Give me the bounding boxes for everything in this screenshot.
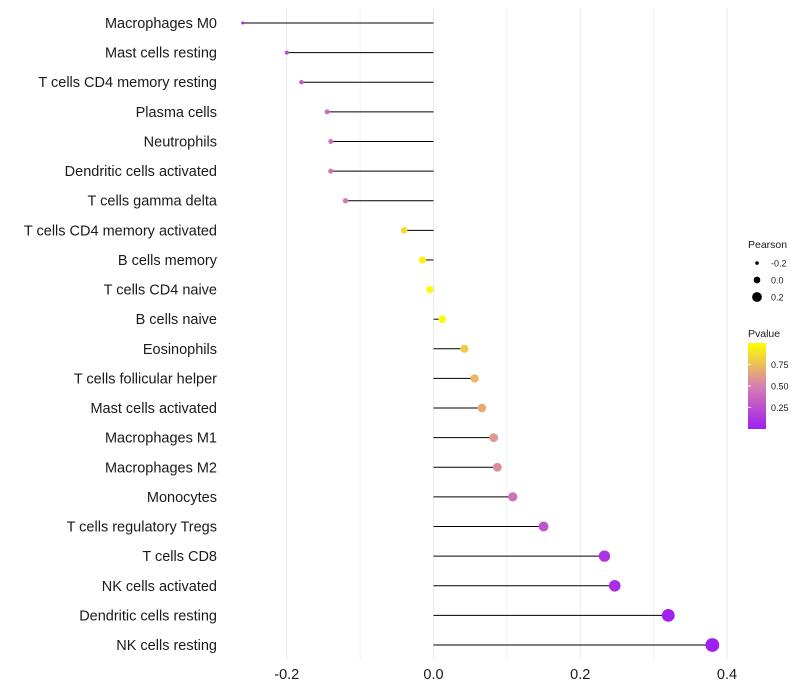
data-point	[460, 344, 469, 353]
legend-color-label: 0.50	[771, 382, 789, 392]
data-point	[324, 109, 330, 115]
category-label: Macrophages M2	[105, 460, 217, 476]
category-label: Neutrophils	[144, 134, 217, 150]
data-point	[284, 50, 289, 55]
category-label: T cells follicular helper	[74, 371, 217, 387]
legend-color-label: 0.75	[771, 360, 789, 370]
category-label: Mast cells resting	[105, 46, 217, 62]
category-label: NK cells resting	[116, 638, 217, 654]
data-point	[598, 550, 611, 562]
x-tick-label: 0.4	[717, 667, 737, 683]
stems	[242, 22, 713, 646]
data-point	[538, 521, 549, 532]
legend-size-key	[752, 292, 762, 302]
legend: Pearson -0.2 0.0 0.2 Pvalue 0.75 0.50 0.25	[748, 239, 789, 429]
data-point	[328, 168, 334, 174]
x-tick-label: 0.0	[423, 667, 443, 683]
category-label: T cells regulatory Tregs	[67, 520, 217, 536]
category-label: Dendritic cells activated	[65, 164, 217, 180]
category-label: Dendritic cells resting	[79, 608, 217, 624]
grid-lines	[286, 8, 728, 660]
category-label: NK cells activated	[102, 579, 217, 595]
category-label: Plasma cells	[136, 105, 217, 121]
category-label: B cells memory	[118, 253, 218, 269]
legend-size-key	[753, 276, 761, 284]
data-point	[508, 492, 518, 502]
data-point	[426, 285, 434, 294]
x-tick-label: 0.2	[570, 667, 590, 683]
legend-color-label: 0.25	[771, 403, 789, 413]
data-point	[661, 608, 675, 622]
legend-size-key	[755, 261, 759, 265]
data-point	[438, 315, 447, 323]
category-label: T cells CD4 memory activated	[24, 223, 217, 239]
y-axis-labels: Macrophages M0 Mast cells resting T cells …	[24, 16, 218, 654]
legend-size-label: -0.2	[771, 259, 787, 269]
category-label: T cells CD4 naive	[104, 283, 217, 299]
x-tick-label: -0.2	[274, 667, 299, 683]
data-point	[241, 21, 245, 25]
legend-size-title: Pearson	[748, 239, 787, 251]
category-label: Macrophages M1	[105, 431, 217, 447]
data-point	[705, 638, 720, 652]
data-point	[477, 403, 487, 413]
data-point	[400, 226, 408, 234]
x-axis-ticks: -0.2 0.0 0.2 0.4	[274, 667, 737, 683]
data-point	[492, 462, 502, 472]
legend-color-title: Pvalue	[748, 328, 780, 340]
legend-size-label: 0.0	[771, 276, 784, 286]
data-point	[299, 80, 304, 85]
category-label: T cells gamma delta	[88, 194, 218, 210]
category-label: T cells CD8	[142, 549, 217, 565]
legend-size-label: 0.2	[771, 293, 784, 303]
category-label: Monocytes	[147, 490, 217, 506]
category-label: Mast cells activated	[90, 401, 217, 417]
data-point	[608, 579, 621, 592]
legend-colorbar	[748, 343, 766, 429]
category-label: Macrophages M0	[105, 16, 217, 32]
data-point	[328, 138, 334, 144]
legend-color-items: 0.75 0.50 0.25	[748, 360, 789, 413]
points	[241, 21, 720, 652]
data-point	[342, 198, 349, 204]
category-label: T cells CD4 memory resting	[38, 75, 217, 91]
category-label: B cells naive	[136, 312, 217, 328]
legend-size-items: -0.2 0.0 0.2	[752, 259, 787, 303]
data-point	[489, 433, 499, 443]
data-point	[470, 374, 479, 383]
category-label: Eosinophils	[143, 342, 217, 358]
data-point	[418, 256, 427, 264]
